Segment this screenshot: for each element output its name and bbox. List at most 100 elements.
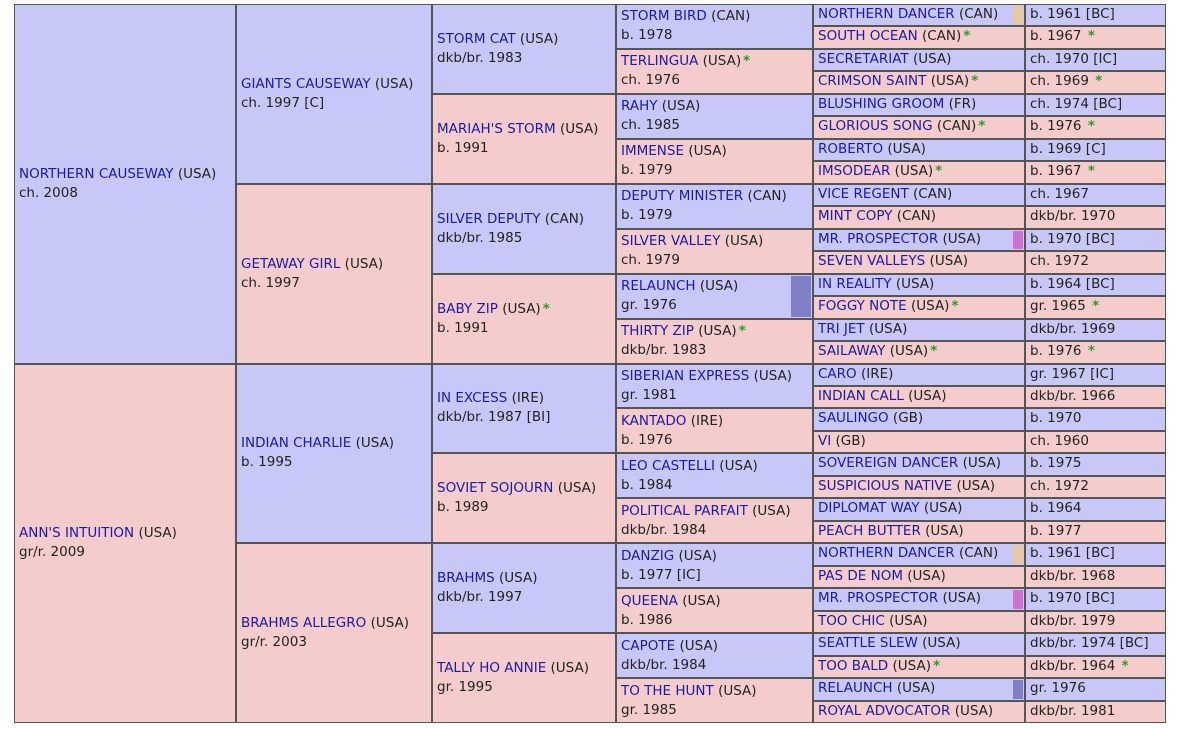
horse-name-link[interactable]: NORTHERN DANCER: [818, 6, 955, 22]
inbreeding-marker-icon: [1013, 590, 1023, 609]
horse-name-link[interactable]: NORTHERN DANCER: [818, 545, 955, 562]
horse-name-link[interactable]: IMMENSE: [621, 143, 685, 160]
horse-name-link[interactable]: BLUSHING GROOM: [818, 95, 945, 112]
horse-country: (USA): [892, 657, 931, 674]
horse-name-link[interactable]: SECRETARIAT: [818, 50, 909, 67]
star-icon: *: [932, 657, 941, 674]
pedigree-cell-northern-dancer: NORTHERN DANCER (CAN): [813, 4, 1025, 27]
horse-name-link[interactable]: VICE REGENT: [818, 185, 909, 202]
horse-name-link[interactable]: POLITICAL PARFAIT: [621, 502, 748, 519]
pedigree-info-cell: b. 1976 *: [1025, 341, 1166, 364]
horse-name-link[interactable]: CAPOTE: [621, 637, 676, 654]
horse-name-link[interactable]: CRIMSON SAINT: [818, 73, 927, 90]
star-icon: *: [1121, 657, 1129, 674]
horse-country: (USA): [907, 567, 946, 584]
horse-name-link[interactable]: BRAHMS ALLEGRO: [241, 615, 367, 632]
horse-name-link[interactable]: DEPUTY MINISTER: [621, 188, 744, 205]
pedigree-info-cell: dkb/br. 1979: [1025, 610, 1166, 634]
horse-name-link[interactable]: FOGGY NOTE: [818, 298, 907, 315]
horse-name-link[interactable]: TOO CHIC: [818, 612, 885, 629]
horse-info: ch. 1997: [241, 274, 300, 291]
horse-name-link[interactable]: SEATTLE SLEW: [818, 635, 918, 652]
horse-name-link[interactable]: THIRTY ZIP: [621, 323, 694, 340]
horse-name-link[interactable]: RELAUNCH: [621, 278, 696, 295]
horse-name-link[interactable]: TRI JET: [818, 320, 865, 337]
horse-name-link[interactable]: IN EXCESS: [437, 390, 508, 407]
horse-name-link[interactable]: NORTHERN CAUSEWAY: [19, 165, 174, 182]
horse-name-link[interactable]: SILVER VALLEY: [621, 233, 721, 250]
horse-name-link[interactable]: GETAWAY GIRL: [241, 255, 341, 272]
pedigree-cell-too-chic: TOO CHIC (USA): [813, 610, 1025, 634]
horse-name-link[interactable]: SAULINGO: [818, 410, 889, 427]
horse-name-link[interactable]: IN REALITY: [818, 275, 892, 292]
horse-name-link[interactable]: MARIAH'S STORM: [437, 120, 556, 137]
pedigree-cell-seven-valleys: SEVEN VALLEYS (USA): [813, 251, 1025, 274]
horse-info: dkb/br. 1997: [437, 589, 523, 606]
horse-name-link[interactable]: PAS DE NOM: [818, 567, 903, 584]
horse-name-link[interactable]: QUEENA: [621, 592, 678, 609]
horse-country: (USA): [942, 590, 981, 607]
horse-name-line: GLORIOUS SONG (CAN) *: [818, 117, 1022, 136]
horse-name-link[interactable]: TOO BALD: [818, 657, 889, 674]
horse-name-link[interactable]: IMSODEAR: [818, 163, 891, 180]
horse-name-link[interactable]: SOVIET SOJOURN: [437, 480, 554, 497]
horse-name-link[interactable]: BRAHMS: [437, 570, 495, 587]
horse-name-link[interactable]: STORM CAT: [437, 30, 516, 47]
horse-name-link[interactable]: RELAUNCH: [818, 680, 893, 697]
horse-name-link[interactable]: VI: [818, 432, 832, 449]
horse-country: (USA): [962, 455, 1002, 472]
horse-name-line: DEPUTY MINISTER (CAN): [621, 187, 810, 206]
horse-name-link[interactable]: SEVEN VALLEYS: [818, 253, 926, 270]
horse-name-link[interactable]: GLORIOUS SONG: [818, 118, 933, 135]
horse-name-link[interactable]: SOUTH OCEAN: [818, 28, 918, 45]
horse-name-line: DIPLOMAT WAY (USA): [818, 499, 1022, 518]
horse-name-link[interactable]: SOVEREIGN DANCER: [818, 455, 959, 472]
horse-name-link[interactable]: ANN'S INTUITION: [19, 525, 135, 542]
horse-country: (GB): [835, 432, 866, 449]
horse-name-link[interactable]: LEO CASTELLI: [621, 457, 715, 474]
horse-country: (FR): [948, 95, 977, 112]
horse-name-link[interactable]: SIBERIAN EXPRESS: [621, 367, 750, 384]
horse-name-link[interactable]: TERLINGUA: [621, 53, 699, 70]
horse-country: (CAN): [936, 118, 977, 135]
horse-name-line: RAHY (USA): [621, 97, 810, 116]
horse-name-link[interactable]: MINT COPY: [818, 208, 893, 225]
horse-info: dkb/br. 1983: [621, 342, 707, 359]
horse-name-link[interactable]: INDIAN CHARLIE: [241, 435, 352, 452]
horse-name-link[interactable]: DANZIG: [621, 547, 675, 564]
horse-name-link[interactable]: SILVER DEPUTY: [437, 210, 541, 227]
horse-name-link[interactable]: SUSPICIOUS NATIVE: [818, 477, 953, 494]
horse-name-link[interactable]: GIANTS CAUSEWAY: [241, 75, 371, 92]
horse-name-link[interactable]: SAILAWAY: [818, 343, 886, 360]
horse-name-link[interactable]: INDIAN CALL: [818, 387, 904, 404]
inbreeding-marker-icon: [1013, 680, 1023, 699]
horse-info: dkb/br. 1984: [621, 656, 707, 673]
horse-name-line: BRAHMS ALLEGRO (USA): [241, 614, 429, 633]
horse-country: (USA): [678, 547, 717, 564]
pedigree-cell-south-ocean: SOUTH OCEAN (CAN) *: [813, 26, 1025, 49]
horse-name-link[interactable]: ROBERTO: [818, 140, 884, 157]
horse-name-link[interactable]: DIPLOMAT WAY: [818, 500, 920, 517]
horse-name-link[interactable]: ROYAL ADVOCATOR: [818, 702, 951, 719]
horse-info: b. 1977: [1030, 522, 1082, 539]
horse-name-link[interactable]: MR. PROSPECTOR: [818, 590, 939, 607]
horse-name-link[interactable]: TALLY HO ANNIE: [437, 660, 547, 677]
horse-name-link[interactable]: STORM BIRD: [621, 8, 707, 25]
horse-name-link[interactable]: TO THE HUNT: [621, 682, 714, 699]
pedigree-cell-seattle-slew: SEATTLE SLEW (USA): [813, 633, 1025, 656]
horse-name-link[interactable]: MR. PROSPECTOR: [818, 230, 939, 247]
horse-name-line: NORTHERN DANCER (CAN): [818, 5, 1022, 24]
horse-name-line: FOGGY NOTE (USA) *: [818, 297, 1022, 316]
horse-name-link[interactable]: KANTADO: [621, 412, 687, 429]
pedigree-cell-giants-causeway: GIANTS CAUSEWAY (USA) ch. 1997 [C]: [236, 4, 432, 184]
horse-name-link[interactable]: RAHY: [621, 98, 658, 115]
pedigree-cell-baby-zip: BABY ZIP (USA) * b. 1991: [432, 273, 616, 364]
horse-name-link[interactable]: BABY ZIP: [437, 300, 498, 317]
horse-info: ch. 1972: [1030, 253, 1089, 270]
horse-name-link[interactable]: CARO: [818, 365, 857, 382]
pedigree-cell-soviet-sojourn: SOVIET SOJOURN (USA) b. 1989: [432, 453, 616, 544]
inbreeding-marker-icon: [1013, 545, 1023, 564]
horse-name-link[interactable]: PEACH BUTTER: [818, 522, 921, 539]
horse-name-line: ANN'S INTUITION (USA): [19, 524, 233, 543]
pedigree-info-cell: dkb/br. 1970: [1025, 206, 1166, 229]
